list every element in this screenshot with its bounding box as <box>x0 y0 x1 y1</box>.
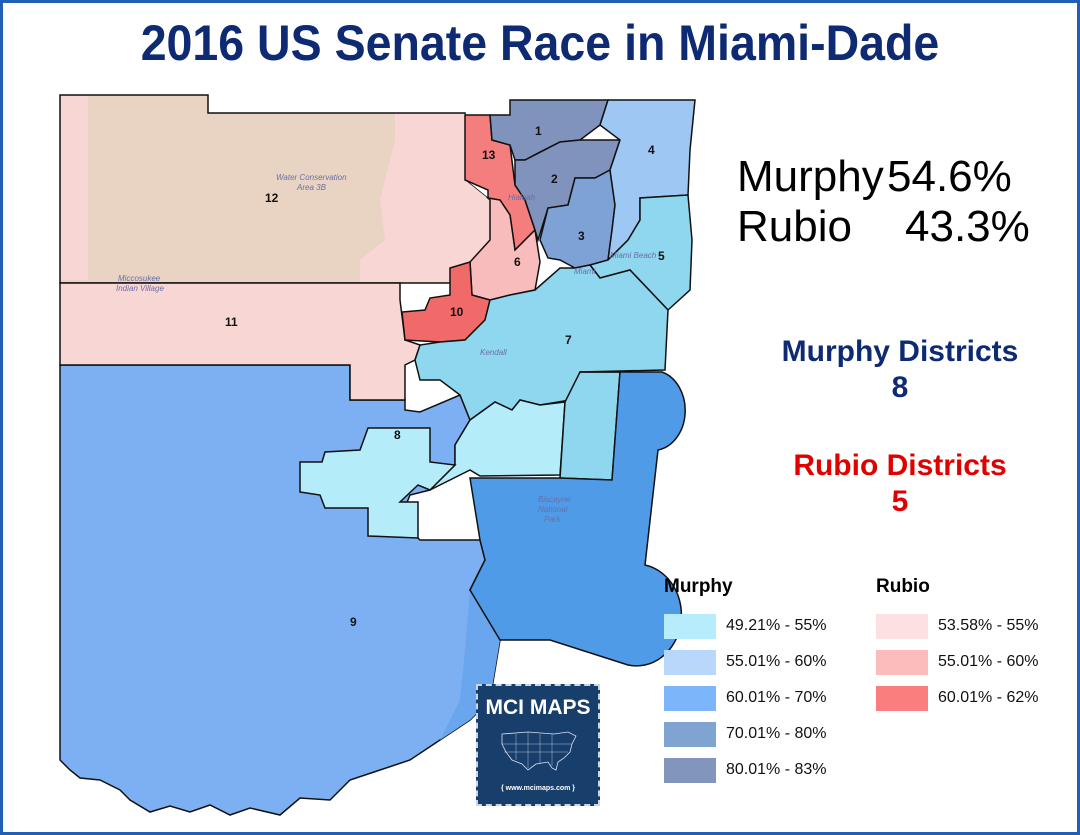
rubio-districts-count: Rubio Districts 5 <box>740 448 1060 520</box>
place-miami: Miami <box>574 267 596 276</box>
place-kendall: Kendall <box>480 348 507 357</box>
legend-item: 60.01% - 62% <box>876 680 1039 716</box>
place-wca2: Area 3B <box>296 183 327 192</box>
district-7-label: 7 <box>565 333 572 347</box>
place-biscayne-1: Biscayne <box>538 495 571 504</box>
legend-item: 80.01% - 83% <box>664 752 827 788</box>
district-8-label: 8 <box>394 428 401 442</box>
logo-title: MCI MAPS <box>485 696 591 719</box>
total-murphy: Murphy 54.6% <box>737 152 1030 202</box>
legend-label: 70.01% - 80% <box>726 725 827 742</box>
total-murphy-name: Murphy <box>737 152 884 201</box>
legend-label: 60.01% - 70% <box>726 689 827 706</box>
legend-rubio-title: Rubio <box>876 576 930 597</box>
legend-swatch <box>876 685 928 711</box>
total-rubio: Rubio 43.3% <box>737 202 1030 252</box>
legend-label: 49.21% - 55% <box>726 617 827 634</box>
district-12-strip <box>61 96 88 280</box>
legend-swatch <box>664 649 716 675</box>
us-map-icon <box>501 731 577 771</box>
legend-item: 49.21% - 55% <box>664 608 827 644</box>
total-rubio-name: Rubio <box>737 202 852 251</box>
place-hialeah: Hialeah <box>508 193 536 202</box>
legend-swatch <box>664 685 716 711</box>
murphy-districts-count: Murphy Districts 8 <box>740 334 1060 406</box>
legend-item: 53.58% - 55% <box>876 608 1039 644</box>
place-indian-village: Indian Village <box>116 284 164 293</box>
murphy-districts-label: Murphy Districts <box>781 335 1019 368</box>
place-biscayne-2: National <box>538 505 568 514</box>
place-wca: Water Conservation <box>276 173 347 182</box>
total-rubio-pct: 43.3% <box>905 202 1030 251</box>
district-6-label: 6 <box>514 255 521 269</box>
legend-murphy: Murphy 49.21% - 55% 55.01% - 60% 60.01% … <box>664 576 827 788</box>
legend-label: 53.58% - 55% <box>938 617 1039 634</box>
mci-maps-logo: MCI MAPS { www.mcimaps.com } <box>476 684 600 806</box>
district-12-label: 12 <box>265 191 279 205</box>
district-11-label: 11 <box>225 315 238 329</box>
district-13-label: 13 <box>482 148 496 162</box>
district-12-urban <box>360 114 490 282</box>
legend-label: 80.01% - 83% <box>726 761 827 778</box>
place-biscayne-3: Park <box>544 515 561 524</box>
logo-url: { www.mcimaps.com } <box>500 785 576 792</box>
legend-swatch <box>876 649 928 675</box>
district-1-label: 1 <box>535 124 542 138</box>
district-4-label: 4 <box>648 143 655 157</box>
district-11[interactable] <box>59 282 421 401</box>
legend-item: 60.01% - 70% <box>664 680 827 716</box>
legend-rubio: Rubio 53.58% - 55% 55.01% - 60% 60.01% -… <box>876 576 1039 716</box>
legend-label: 55.01% - 60% <box>938 653 1039 670</box>
rubio-districts-label: Rubio Districts <box>793 449 1007 482</box>
legend-item: 55.01% - 60% <box>664 644 827 680</box>
statewide-totals: Murphy 54.6% Rubio 43.3% <box>737 152 1030 252</box>
legend-item: 70.01% - 80% <box>664 716 827 752</box>
district-10-label: 10 <box>450 305 464 319</box>
murphy-districts-number: 8 <box>891 371 909 404</box>
legend-swatch <box>664 613 716 639</box>
legend-label: 55.01% - 60% <box>726 653 827 670</box>
district-2-label: 2 <box>551 172 558 186</box>
total-murphy-pct: 54.6% <box>887 152 1012 201</box>
legend-swatch <box>876 613 928 639</box>
district-biscayne[interactable] <box>469 371 686 667</box>
place-miccosukee: Miccosukee <box>118 274 161 283</box>
place-miami-beach: Miami Beach <box>610 251 657 260</box>
legend-swatch <box>664 721 716 747</box>
page-title: 2016 US Senate Race in Miami-Dade <box>140 15 940 71</box>
district-8-core[interactable] <box>299 427 457 539</box>
legend-swatch <box>664 757 716 783</box>
district-3-label: 3 <box>578 229 585 243</box>
legend-label: 60.01% - 62% <box>938 689 1039 706</box>
district-9-label: 9 <box>350 615 357 629</box>
rubio-districts-number: 5 <box>891 485 909 518</box>
legend-item: 55.01% - 60% <box>876 644 1039 680</box>
district-5-label: 5 <box>658 249 665 263</box>
legend-murphy-title: Murphy <box>664 576 733 597</box>
district-9[interactable] <box>59 364 501 816</box>
